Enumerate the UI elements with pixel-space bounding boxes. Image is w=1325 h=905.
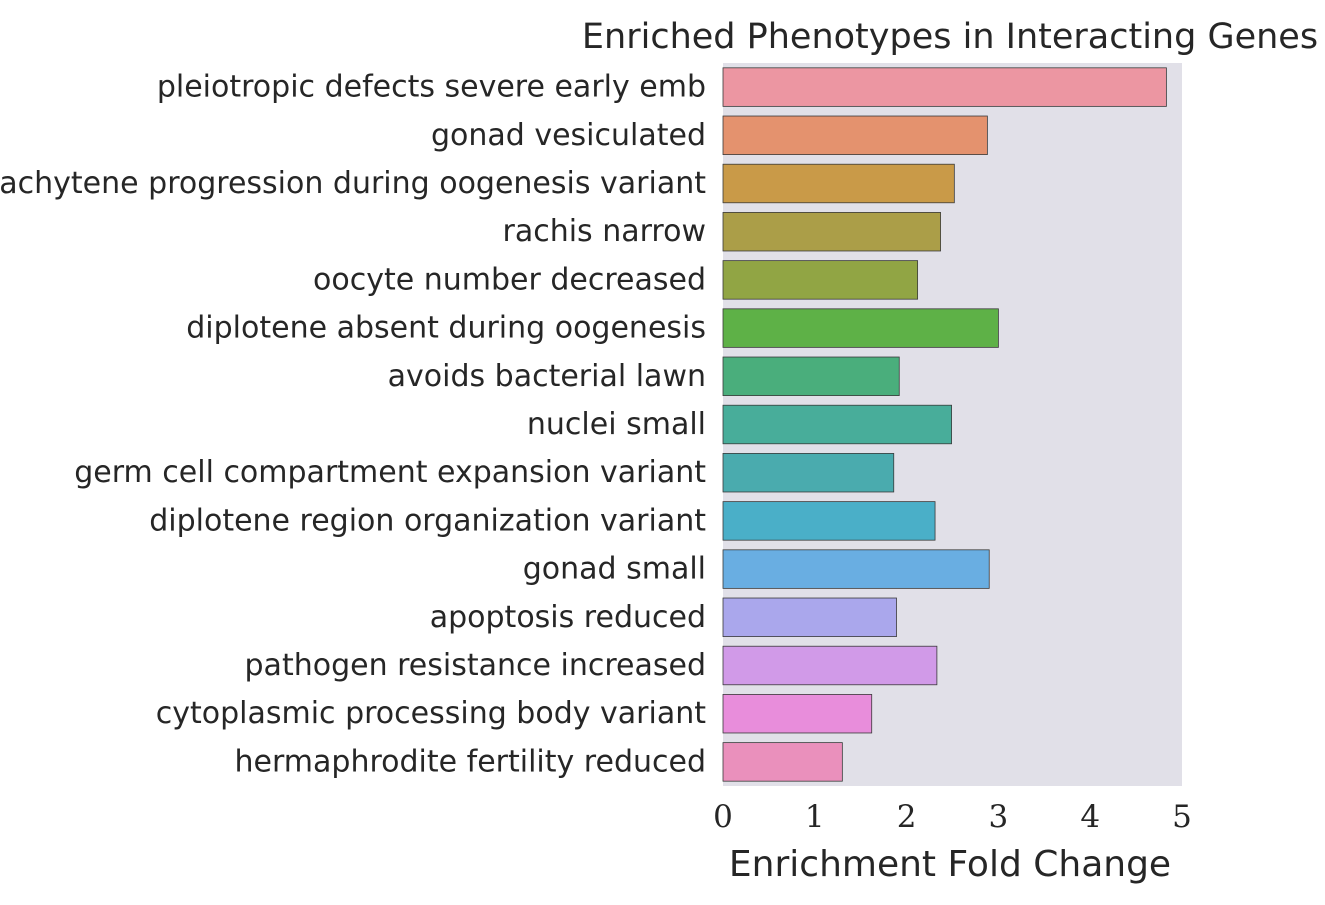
bar: [722, 404, 952, 445]
category-label: pachytene progression during oogenesis v…: [0, 166, 706, 201]
x-tick-label: 2: [897, 799, 917, 835]
bar: [722, 453, 895, 493]
bar: [722, 549, 990, 589]
category-label: pleiotropic defects severe early emb: [157, 70, 706, 105]
bar: [722, 163, 955, 204]
category-label: oocyte number decreased: [313, 262, 706, 297]
category-label: pathogen resistance increased: [245, 648, 706, 683]
category-label: hermaphrodite fertility reduced: [235, 744, 706, 779]
bar: [722, 308, 999, 348]
category-label: nuclei small: [527, 407, 706, 442]
x-tick-label: 5: [1172, 799, 1192, 835]
bars-layer: [722, 67, 1167, 782]
category-label: gonad small: [523, 552, 706, 587]
bar: [722, 67, 1167, 107]
category-label: diplotene region organization variant: [149, 503, 706, 538]
x-tick-label: 1: [805, 799, 825, 835]
bar: [722, 115, 988, 155]
category-label: avoids bacterial lawn: [388, 359, 706, 394]
x-axis-ticks: 0 1 2 3 4 5: [713, 799, 1192, 835]
bar: [722, 597, 897, 637]
x-axis-title: Enrichment Fold Change: [729, 844, 1171, 885]
x-tick-label: 4: [1080, 799, 1100, 835]
category-label: rachis narrow: [503, 214, 707, 249]
bar: [722, 501, 936, 541]
category-label: germ cell compartment expansion variant: [74, 455, 706, 490]
bar: [722, 212, 941, 252]
bar: [722, 742, 843, 782]
x-tick-label: 0: [713, 799, 733, 835]
category-label: cytoplasmic processing body variant: [156, 696, 706, 731]
category-label: gonad vesiculated: [431, 118, 706, 153]
bar: [722, 694, 873, 734]
category-label: apoptosis reduced: [430, 600, 706, 635]
bar: [722, 645, 938, 686]
bar: [722, 356, 900, 396]
category-label: diplotene absent during oogenesis: [186, 311, 706, 346]
chart-title: Enriched Phenotypes in Interacting Genes: [582, 17, 1318, 57]
x-tick-label: 3: [989, 799, 1009, 835]
bar: [722, 260, 919, 300]
category-labels: pleiotropic defects severe early emb gona…: [0, 70, 706, 780]
